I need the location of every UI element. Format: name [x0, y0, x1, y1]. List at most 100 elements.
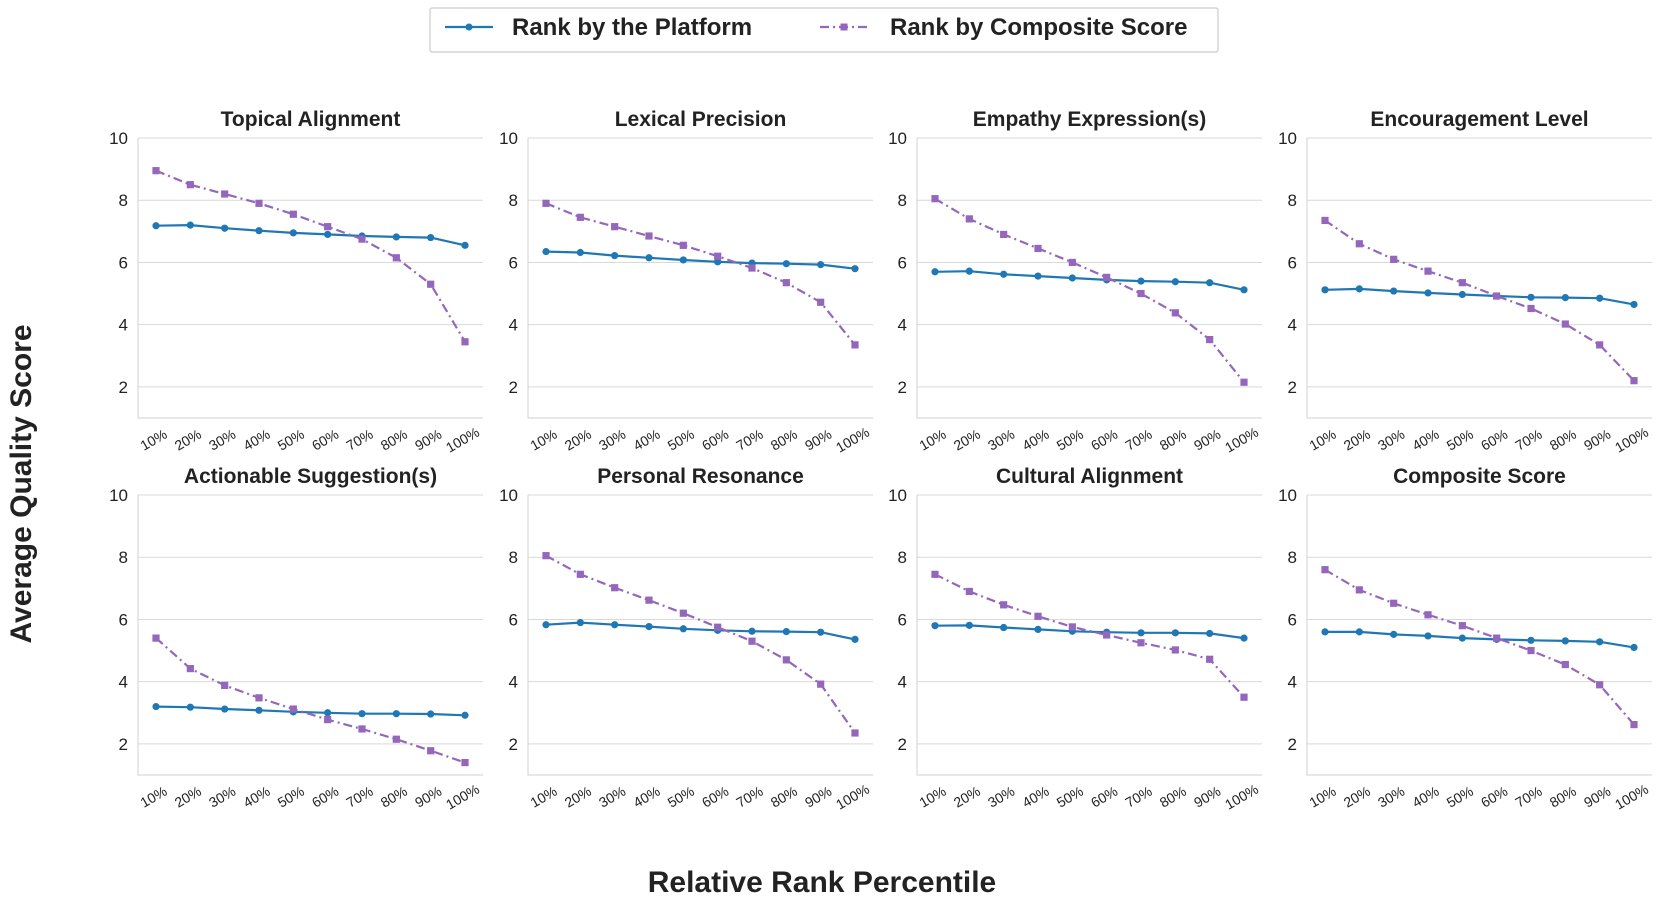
x-tick-label: 90% — [412, 783, 444, 811]
x-tick-label: 70% — [733, 783, 765, 811]
x-tick-label: 40% — [630, 783, 662, 811]
legend: Rank by the Platform Rank by Composite S… — [429, 7, 1219, 53]
x-tick-label: 50% — [275, 783, 307, 811]
x-tick-label: 50% — [275, 426, 307, 454]
axis-line — [527, 495, 873, 776]
point-composite — [611, 584, 619, 592]
x-tick-label: 70% — [1122, 783, 1154, 811]
point-composite — [1355, 240, 1363, 248]
point-composite — [221, 681, 229, 689]
x-tick-label: 60% — [309, 783, 341, 811]
point-composite — [358, 235, 366, 243]
point-platform — [186, 703, 194, 711]
x-tick-label: 60% — [1478, 783, 1510, 811]
point-composite — [358, 725, 366, 733]
point-platform — [1424, 289, 1432, 297]
point-platform — [1561, 637, 1569, 645]
legend-platform-marker — [465, 23, 473, 31]
y-tick-label: 10 — [888, 129, 907, 148]
point-composite — [324, 716, 332, 724]
y-tick-label: 8 — [509, 191, 518, 210]
x-tick-label: 100% — [443, 424, 482, 456]
point-composite — [1493, 292, 1501, 300]
panel-encouragement-level: 2 4 6 8 10 Encouragement Level 10% 20% 30% 40% 50%… — [1278, 108, 1652, 456]
axis-line — [137, 138, 483, 419]
y-tick-label: 10 — [109, 129, 128, 148]
point-composite — [645, 232, 653, 240]
x-tick-label: 60% — [699, 426, 731, 454]
point-composite — [1103, 273, 1111, 281]
x-tick-label: 100% — [443, 781, 482, 813]
point-composite — [931, 195, 939, 203]
series-line-platform — [155, 705, 466, 717]
x-tick-label: 40% — [630, 426, 662, 454]
y-tick-label: 8 — [1288, 191, 1297, 210]
point-platform — [679, 625, 687, 633]
x-tick-label: 60% — [699, 783, 731, 811]
point-composite — [714, 623, 722, 631]
y-tick-label: 2 — [898, 735, 907, 754]
point-composite — [1527, 646, 1535, 655]
panel-title: Composite Score — [1393, 465, 1566, 488]
y-tick-label: 10 — [1278, 486, 1297, 505]
y-tick-label: 6 — [1288, 610, 1297, 629]
point-composite — [461, 338, 469, 346]
legend-composite-label: Rank by Composite Score — [890, 14, 1187, 41]
point-platform — [748, 627, 756, 635]
point-composite — [1240, 378, 1248, 386]
point-platform — [1206, 629, 1214, 638]
point-platform — [152, 222, 160, 230]
point-composite — [542, 552, 550, 560]
x-tick-label: 40% — [1019, 783, 1051, 811]
point-platform — [461, 241, 469, 249]
point-composite — [392, 254, 400, 262]
y-tick-label: 6 — [509, 253, 518, 272]
point-platform — [1458, 634, 1466, 642]
x-tick-label: 100% — [1222, 781, 1261, 813]
y-tick-label: 6 — [898, 253, 907, 272]
x-tick-label: 30% — [985, 426, 1017, 454]
panel-title: Encouragement Level — [1370, 108, 1588, 131]
point-platform — [817, 628, 825, 636]
point-composite — [1630, 721, 1638, 729]
x-tick-label: 70% — [1122, 426, 1154, 454]
point-platform — [1240, 286, 1248, 294]
point-platform — [576, 618, 584, 627]
series-line-platform — [545, 621, 856, 641]
point-platform — [427, 710, 435, 718]
panel-topical-alignment: 2 4 6 8 10 Topical Alignment 10% 20% 30% 40% 50% 60… — [109, 108, 483, 456]
panel-lexical-precision: 2 4 6 8 10 Lexical Precision 10% 20% 30% 40% 50% 60… — [499, 108, 873, 456]
point-platform — [782, 627, 790, 636]
point-composite — [576, 570, 584, 578]
y-tick-label: 4 — [119, 316, 128, 335]
series-line-platform — [1325, 630, 1635, 649]
point-composite — [817, 680, 825, 688]
x-tick-label: 10% — [916, 426, 948, 454]
point-composite — [1424, 267, 1432, 275]
point-composite — [748, 264, 756, 272]
y-tick-label: 6 — [509, 610, 518, 629]
y-tick-label: 10 — [499, 486, 518, 505]
point-platform — [1390, 630, 1398, 638]
point-composite — [324, 223, 332, 231]
point-platform — [427, 233, 435, 242]
axis-line — [527, 138, 873, 419]
y-tick-label: 8 — [898, 191, 907, 210]
point-platform — [1137, 629, 1145, 637]
point-composite — [1068, 258, 1076, 267]
point-platform — [392, 233, 400, 241]
x-tick-label: 80% — [1157, 426, 1189, 454]
point-platform — [611, 252, 619, 260]
x-tick-label: 20% — [951, 783, 983, 811]
point-composite — [542, 199, 550, 207]
point-composite — [1630, 377, 1638, 385]
x-tick-label: 10% — [527, 426, 559, 454]
x-tick-label: 90% — [1191, 783, 1223, 811]
x-tick-label: 20% — [172, 783, 204, 811]
point-platform — [817, 261, 825, 269]
y-tick-label: 4 — [509, 316, 518, 335]
series-line-platform — [1324, 287, 1635, 306]
axis-line — [916, 138, 1262, 419]
y-tick-label: 4 — [1288, 316, 1297, 335]
point-composite — [1000, 230, 1008, 239]
